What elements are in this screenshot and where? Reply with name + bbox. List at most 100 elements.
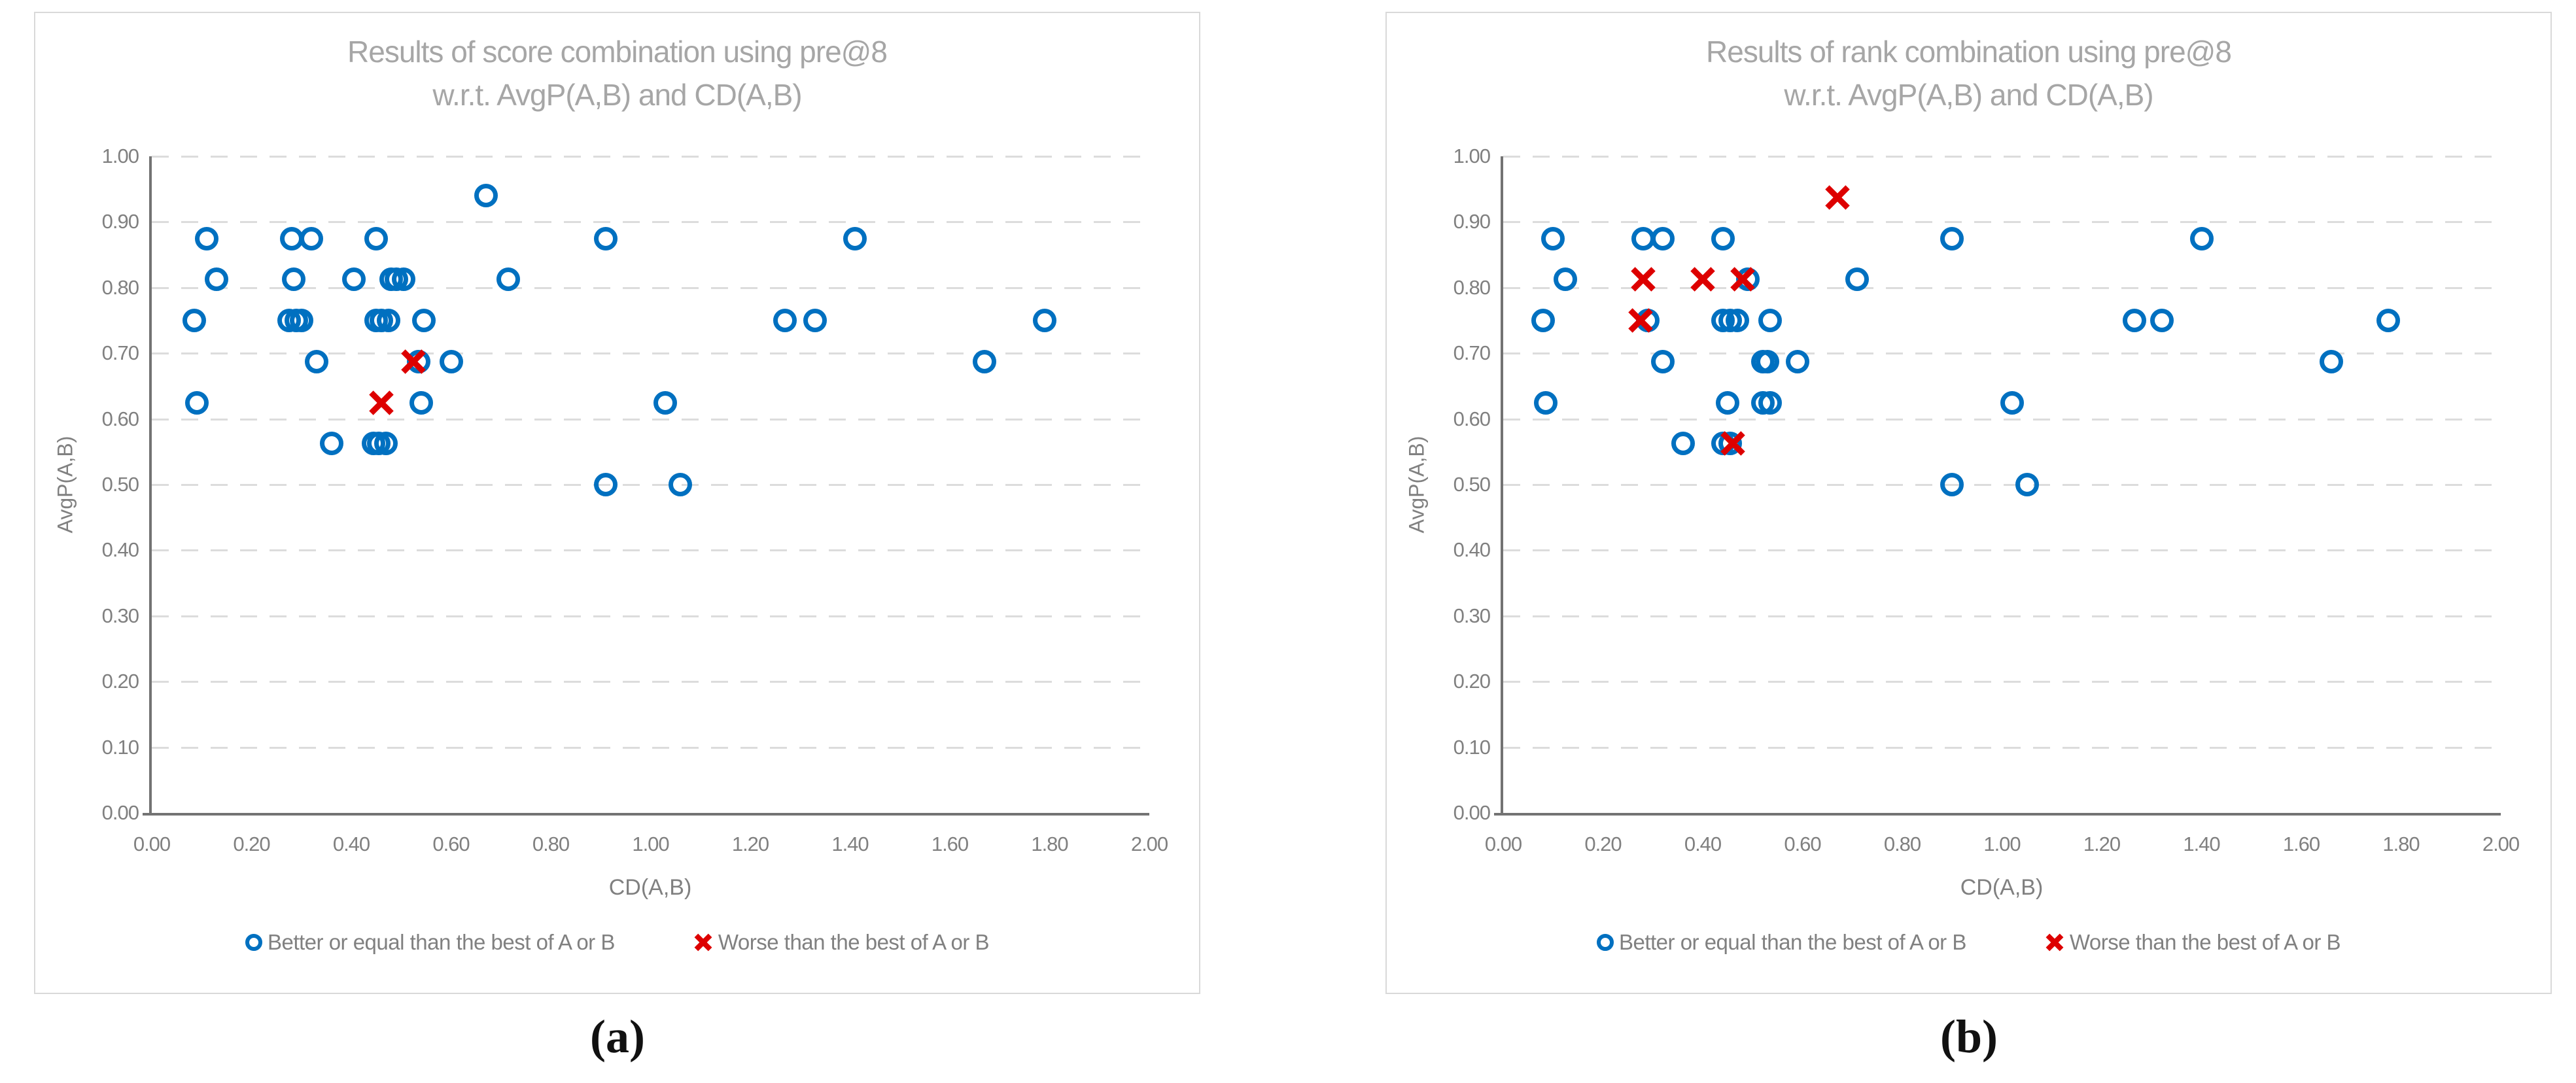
- x-tick-label: 0.00: [1484, 833, 1522, 855]
- y-tick-label: 0.30: [1453, 604, 1491, 627]
- data-point-circle: [377, 309, 401, 332]
- x-axis-title: CD(A,B): [1960, 875, 2044, 900]
- data-point-circle: [2376, 309, 2401, 332]
- y-gridline: [152, 221, 1149, 224]
- legend-item-better: Better or equal than the best of A or B: [245, 930, 615, 955]
- data-point-circle: [1940, 226, 1964, 250]
- legend-item-worse: Worse than the best of A or B: [2045, 930, 2341, 955]
- data-point-circle: [2319, 349, 2343, 373]
- y-tick-label: 0.40: [101, 538, 139, 562]
- data-point-circle: [289, 309, 313, 332]
- plot-area: 0.00 0.10 0.20 0.30 0.40 0.50 0.60 0.70 0.80 0.90…: [1453, 145, 2520, 855]
- data-point-circle: [319, 432, 343, 456]
- chart-title-line2: w.r.t. AvgP(A,B) and CD(A,B): [432, 78, 802, 112]
- circle-marker-icon: [1596, 934, 1614, 951]
- y-tick-label: 0.80: [1453, 275, 1491, 299]
- y-tick-label: 0.50: [101, 473, 139, 496]
- data-point-circle: [184, 390, 209, 415]
- y-gridline: [152, 156, 1149, 158]
- chart-legend: Better or equal than the best of A or B …: [1387, 930, 2550, 955]
- chart-panel-score-combination: Results of score combination using pre@8…: [34, 12, 1200, 994]
- x-tick-label: 1.20: [2083, 833, 2121, 855]
- y-tick-label: 0.20: [101, 670, 139, 693]
- data-point-circle: [653, 390, 678, 415]
- legend-item-better: Better or equal than the best of A or B: [1596, 930, 1966, 955]
- y-gridline: [152, 549, 1149, 552]
- y-gridline: [152, 286, 1149, 289]
- legend-label-worse: Worse than the best of A or B: [718, 930, 990, 954]
- y-tick-label: 0.00: [101, 801, 139, 824]
- data-point-circle: [669, 473, 693, 496]
- y-gridline: [152, 352, 1149, 355]
- data-point-circle: [1541, 226, 1565, 250]
- y-gridline: [1503, 615, 2501, 617]
- x-tick-label: 1.40: [2183, 833, 2220, 855]
- data-point-circle: [392, 267, 416, 292]
- x-tick-label: 0.20: [233, 833, 270, 855]
- data-point-circle: [593, 473, 618, 496]
- subfigure-caption-a: (a): [590, 1010, 645, 1063]
- data-point-circle: [194, 226, 218, 250]
- data-point-circle: [843, 226, 867, 250]
- y-tick-label: 0.60: [1453, 407, 1491, 430]
- y-tick-label: 0.30: [101, 604, 139, 627]
- data-point-circle: [2000, 390, 2024, 415]
- data-point-circle: [1531, 309, 1555, 332]
- x-tick-label: 1.20: [731, 833, 769, 855]
- data-point-circle: [773, 309, 797, 332]
- data-point-circle: [1651, 349, 1675, 373]
- subfigure-caption-b: (b): [1940, 1010, 1998, 1063]
- data-point-circle: [1711, 226, 1735, 250]
- y-tick-label: 0.40: [1453, 538, 1491, 562]
- data-point-circle: [1758, 309, 1782, 332]
- data-point-circle: [364, 226, 389, 250]
- y-axis-title: AvgP(A,B): [1404, 436, 1429, 534]
- data-point-circle: [374, 432, 398, 456]
- chart-title: Results of rank combination using pre@8 …: [1387, 30, 2550, 116]
- y-gridline: [152, 746, 1149, 749]
- data-point-circle: [282, 267, 306, 292]
- y-gridline: [152, 681, 1149, 683]
- y-gridline: [1503, 221, 2501, 224]
- y-gridline: [1503, 286, 2501, 289]
- legend-item-worse: Worse than the best of A or B: [693, 930, 990, 955]
- y-gridline: [1503, 549, 2501, 552]
- chart-title-line1: Results of score combination using pre@8: [347, 35, 888, 69]
- x-tick-label: 1.60: [2282, 833, 2320, 855]
- y-tick-label: 0.80: [101, 275, 139, 299]
- data-point-circle: [2150, 309, 2174, 332]
- data-point-x: [1718, 428, 1748, 458]
- x-tick-label: 1.40: [831, 833, 869, 855]
- data-point-circle: [1716, 390, 1740, 415]
- data-point-x: [398, 347, 428, 377]
- x-tick-label: 1.80: [1031, 833, 1068, 855]
- y-tick-label: 0.90: [1453, 210, 1491, 233]
- x-tick-label: 0.80: [532, 833, 570, 855]
- chart-title: Results of score combination using pre@8…: [35, 30, 1199, 116]
- data-point-circle: [593, 226, 618, 250]
- x-tick-label: 1.00: [1983, 833, 2021, 855]
- data-point-circle: [496, 267, 521, 292]
- y-gridline: [1503, 352, 2501, 355]
- chart-legend: Better or equal than the best of A or B …: [35, 930, 1199, 955]
- data-point-circle: [411, 309, 436, 332]
- data-point-circle: [341, 267, 366, 292]
- x-tick-label: 2.00: [2482, 833, 2520, 855]
- data-point-circle: [2189, 226, 2214, 250]
- y-gridline: [152, 418, 1149, 421]
- data-point-circle: [474, 184, 498, 208]
- data-point-circle: [439, 349, 463, 373]
- data-point-x: [1688, 264, 1718, 294]
- plot-area: 0.00 0.10 0.20 0.30 0.40 0.50 0.60 0.70 0.80 0.90…: [102, 145, 1169, 855]
- x-tick-label: 0.00: [133, 833, 171, 855]
- data-point-circle: [2015, 473, 2039, 496]
- x-tick-label: 0.60: [1784, 833, 1821, 855]
- y-tick-label: 0.60: [101, 407, 139, 430]
- x-marker-icon: [693, 933, 713, 952]
- data-point-circle: [1756, 349, 1780, 373]
- data-point-circle: [409, 390, 433, 415]
- y-gridline: [152, 615, 1149, 617]
- data-point-circle: [304, 349, 328, 373]
- x-tick-label: 0.60: [432, 833, 470, 855]
- x-tick-label: 0.40: [1684, 833, 1722, 855]
